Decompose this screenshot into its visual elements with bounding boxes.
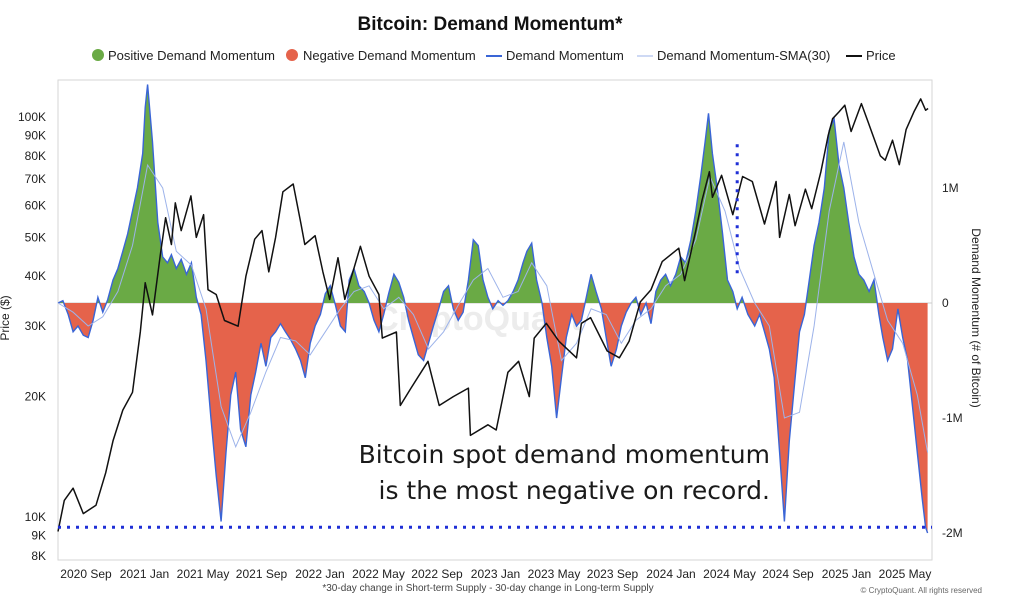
plot-frame [57,79,933,561]
left-tick-label: 40K [25,269,46,283]
x-tick-label: 2024 Sep [762,567,814,581]
annotation-line-2: is the most negative on record. [379,476,771,505]
x-tick-label: 2025 May [879,567,932,581]
left-tick-label: 10K [25,510,46,524]
x-tick-label: 2024 Jan [646,567,695,581]
right-axis-title: Demand Momentum (# of Bitcoin) [969,228,983,407]
x-tick-label: 2023 Sep [587,567,639,581]
x-tick-label: 2023 Jan [471,567,520,581]
momentum-line [57,84,929,534]
x-tick-label: 2022 Jan [295,567,344,581]
credit: © CryptoQuant. All rights reserved [861,586,983,595]
chart-title: Bitcoin: Demand Momentum* [358,14,624,35]
left-tick-label: 90K [25,128,46,142]
annotation-line-1: Bitcoin spot demand momentum [359,440,770,469]
legend-positive-swatch [92,49,104,61]
price-line [57,98,929,532]
legend-price-label: Price [866,48,896,63]
x-tick-label: 2020 Sep [60,567,112,581]
x-tick-label: 2021 Sep [236,567,288,581]
left-tick-label: 20K [25,390,46,404]
left-tick-label: 9K [31,528,46,542]
footnote: *30-day change in Short-term Supply - 30… [322,583,653,594]
positive-momentum-area [58,84,928,303]
left-tick-label: 50K [25,230,46,244]
x-tick-label: 2022 May [352,567,405,581]
right-tick-label: -1M [942,411,963,425]
left-tick-label: 60K [25,199,46,213]
sma-line [57,141,929,453]
legend-negative-swatch [286,49,298,61]
left-tick-label: 70K [25,172,46,186]
plot-area [57,79,933,561]
x-tick-label: 2024 May [703,567,756,581]
legend-momentum-label: Demand Momentum [506,48,624,63]
x-tick-label: 2021 May [177,567,230,581]
right-tick-label: -2M [942,526,963,540]
x-tick-label: 2022 Sep [411,567,463,581]
left-axis-title: Price ($) [0,295,12,340]
x-tick-label: 2023 May [528,567,581,581]
left-tick-label: 30K [25,319,46,333]
left-tick-label: 8K [31,549,46,563]
x-tick-label: 2025 Jan [822,567,871,581]
legend-sma-label: Demand Momentum-SMA(30) [657,48,830,63]
legend: Positive Demand Momentum Negative Demand… [92,48,896,63]
left-tick-label: 100K [18,110,46,124]
right-tick-label: 1M [942,181,959,195]
legend-positive-label: Positive Demand Momentum [108,48,275,63]
left-tick-label: 80K [25,149,46,163]
x-tick-label: 2021 Jan [120,567,169,581]
right-tick-label: 0 [942,296,949,310]
legend-negative-label: Negative Demand Momentum [303,48,476,63]
